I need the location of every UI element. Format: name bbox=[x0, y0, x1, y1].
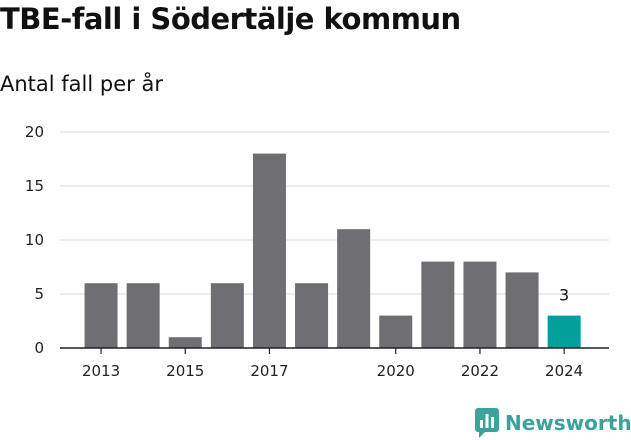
chart-subtitle: Antal fall per år bbox=[0, 72, 163, 96]
y-tick-label: 10 bbox=[25, 231, 44, 249]
y-tick-label: 15 bbox=[25, 177, 44, 195]
bar-2015 bbox=[168, 337, 202, 348]
y-tick-label: 0 bbox=[34, 339, 44, 357]
bar-2023 bbox=[505, 272, 539, 348]
bar-2020 bbox=[379, 315, 413, 348]
bar-2018 bbox=[295, 283, 329, 348]
bar-2019 bbox=[337, 229, 371, 348]
bar-2021 bbox=[421, 261, 455, 348]
bar-2017 bbox=[252, 153, 286, 348]
bar-2024 bbox=[547, 315, 581, 348]
x-tick-label: 2020 bbox=[377, 362, 415, 380]
bar-2016 bbox=[210, 283, 244, 348]
x-tick-label: 2024 bbox=[545, 362, 583, 380]
brand-logo: Newsworthy bbox=[475, 406, 631, 440]
data-label-2024: 3 bbox=[559, 286, 569, 305]
bar-2022 bbox=[463, 261, 497, 348]
bar-2014 bbox=[126, 283, 160, 348]
x-tick-label: 2013 bbox=[82, 362, 120, 380]
y-tick-label: 5 bbox=[34, 285, 44, 303]
x-tick-label: 2022 bbox=[461, 362, 499, 380]
newsworthy-chat-icon bbox=[475, 408, 499, 438]
x-tick-label: 2017 bbox=[250, 362, 288, 380]
brand-name: Newsworthy bbox=[505, 411, 631, 435]
x-tick-label: 2015 bbox=[166, 362, 204, 380]
chart-title: TBE-fall i Södertälje kommun bbox=[0, 2, 461, 36]
bar-2013 bbox=[84, 283, 118, 348]
y-tick-label: 20 bbox=[25, 123, 44, 141]
